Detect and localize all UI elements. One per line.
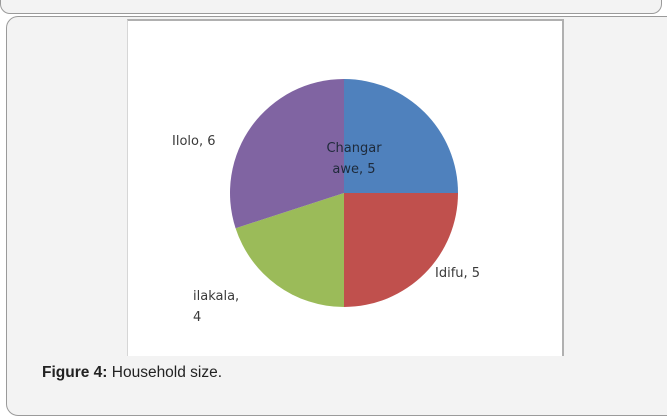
chart-area: Changar awe, 5 Idifu, 5 ilakala, 4 Ilolo, 6 <box>127 19 564 356</box>
pie-slice-1 <box>344 193 458 307</box>
pie-slice-3 <box>229 79 344 229</box>
figure-caption: Figure 4: Household size. <box>42 364 222 382</box>
slice-label-2: ilakala, 4 <box>193 289 239 325</box>
slice-label-1: Idifu, 5 <box>435 266 480 281</box>
slice-label-0: Changar awe, 5 <box>326 141 382 177</box>
pie-slice-0 <box>344 79 458 193</box>
figure-label: Figure 4: <box>42 364 108 381</box>
previous-panel-edge <box>0 0 662 14</box>
slice-label-3: Ilolo, 6 <box>172 134 216 149</box>
pie-slice-2 <box>235 193 344 307</box>
pie-chart: Changar awe, 5 Idifu, 5 ilakala, 4 Ilolo, 6 <box>172 79 480 325</box>
figure-caption-text: Household size. <box>107 364 223 381</box>
